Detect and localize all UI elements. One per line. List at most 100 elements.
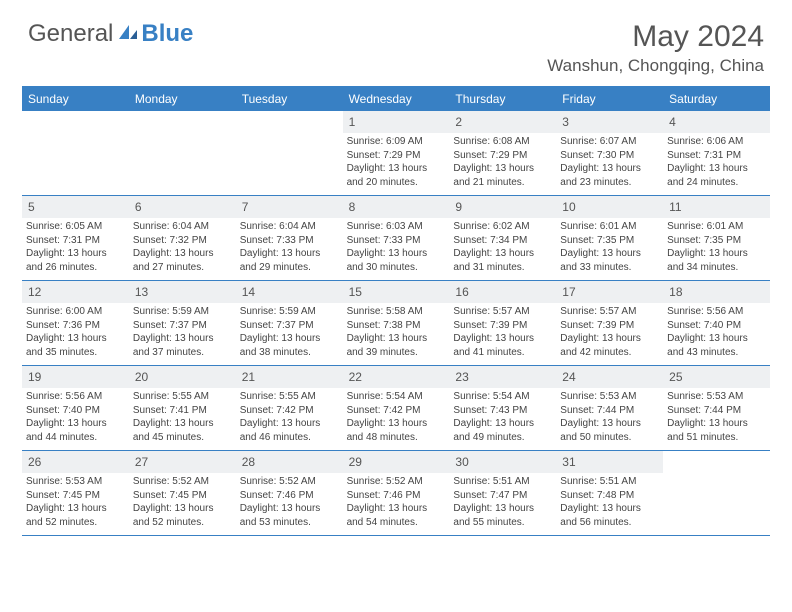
calendar-cell: 21Sunrise: 5:55 AMSunset: 7:42 PMDayligh… [236, 366, 343, 450]
day-number-row: 13 [129, 281, 236, 303]
location-text: Wanshun, Chongqing, China [547, 56, 764, 76]
day-number [669, 455, 672, 469]
day-number-row [236, 111, 343, 133]
calendar-cell [22, 111, 129, 195]
calendar-cell: 7Sunrise: 6:04 AMSunset: 7:33 PMDaylight… [236, 196, 343, 280]
day-number-row: 6 [129, 196, 236, 218]
calendar-week: 19Sunrise: 5:56 AMSunset: 7:40 PMDayligh… [22, 366, 770, 451]
cell-detail-text: Sunrise: 5:59 AMSunset: 7:37 PMDaylight:… [240, 305, 339, 359]
month-title: May 2024 [547, 20, 764, 54]
day-number-row: 7 [236, 196, 343, 218]
day-number: 23 [455, 370, 468, 384]
day-number-row: 28 [236, 451, 343, 473]
day-number-row: 2 [449, 111, 556, 133]
day-number: 14 [242, 285, 255, 299]
calendar: SundayMondayTuesdayWednesdayThursdayFrid… [22, 86, 770, 536]
cell-detail-text: Sunrise: 6:01 AMSunset: 7:35 PMDaylight:… [667, 220, 766, 274]
day-number: 16 [455, 285, 468, 299]
day-number-row: 5 [22, 196, 129, 218]
day-number: 2 [455, 115, 462, 129]
calendar-cell: 20 Sunrise: 5:55 AMSunset: 7:41 PMDayligh… [129, 366, 236, 450]
day-number: 10 [562, 200, 575, 214]
calendar-cell: 10Sunrise: 6:01 AMSunset: 7:35 PMDayligh… [556, 196, 663, 280]
day-number: 12 [28, 285, 41, 299]
cell-detail-text: Sunrise: 5:52 AMSunset: 7:46 PMDaylight:… [240, 475, 339, 529]
day-number: 17 [562, 285, 575, 299]
day-number-row: 21 [236, 366, 343, 388]
calendar-cell: 5 Sunrise: 6:05 AMSunset: 7:31 PMDaylight… [22, 196, 129, 280]
day-number: 25 [669, 370, 682, 384]
logo-text-general: General [28, 20, 113, 48]
cell-detail-text: Sunrise: 5:52 AMSunset: 7:46 PMDaylight:… [347, 475, 446, 529]
calendar-cell: 17Sunrise: 5:57 AMSunset: 7:39 PMDayligh… [556, 281, 663, 365]
day-number-row: 29 [343, 451, 450, 473]
day-number: 6 [135, 200, 142, 214]
cell-detail-text: Sunrise: 5:54 AMSunset: 7:43 PMDaylight:… [453, 390, 552, 444]
calendar-cell: 8Sunrise: 6:03 AMSunset: 7:33 PMDaylight… [343, 196, 450, 280]
day-number: 20 [135, 370, 148, 384]
cell-detail-text: Sunrise: 6:06 AMSunset: 7:31 PMDaylight:… [667, 135, 766, 189]
day-header: Thursday [449, 88, 556, 111]
day-number [28, 115, 31, 129]
day-number-row: 3 [556, 111, 663, 133]
day-number-row: 14 [236, 281, 343, 303]
title-block: May 2024 Wanshun, Chongqing, China [547, 20, 764, 76]
cell-detail-text: Sunrise: 6:07 AMSunset: 7:30 PMDaylight:… [560, 135, 659, 189]
day-number-row: 11 [663, 196, 770, 218]
day-number-row: 19 [22, 366, 129, 388]
cell-detail-text: Sunrise: 5:53 AMSunset: 7:45 PMDaylight:… [26, 475, 125, 529]
calendar-week: 26 Sunrise: 5:53 AMSunset: 7:45 PMDayligh… [22, 451, 770, 536]
day-number: 1 [349, 115, 356, 129]
day-number-row: 10 [556, 196, 663, 218]
calendar-cell: 28Sunrise: 5:52 AMSunset: 7:46 PMDayligh… [236, 451, 343, 535]
day-number-row: 1 [343, 111, 450, 133]
day-header: Monday [129, 88, 236, 111]
day-header: Friday [556, 88, 663, 111]
calendar-cell: 29Sunrise: 5:52 AMSunset: 7:46 PMDayligh… [343, 451, 450, 535]
calendar-cell: 13Sunrise: 5:59 AMSunset: 7:37 PMDayligh… [129, 281, 236, 365]
cell-detail-text: Sunrise: 6:02 AMSunset: 7:34 PMDaylight:… [453, 220, 552, 274]
calendar-cell: 19Sunrise: 5:56 AMSunset: 7:40 PMDayligh… [22, 366, 129, 450]
day-number-row: 8 [343, 196, 450, 218]
cell-detail-text: Sunrise: 5:54 AMSunset: 7:42 PMDaylight:… [347, 390, 446, 444]
calendar-cell: 14 Sunrise: 5:59 AMSunset: 7:37 PMDayligh… [236, 281, 343, 365]
day-number: 19 [28, 370, 41, 384]
calendar-cell: 24Sunrise: 5:53 AMSunset: 7:44 PMDayligh… [556, 366, 663, 450]
calendar-cell: 4Sunrise: 6:06 AMSunset: 7:31 PMDaylight… [663, 111, 770, 195]
cell-detail-text: Sunrise: 5:55 AMSunset: 7:41 PMDaylight:… [133, 390, 232, 444]
cell-detail-text: Sunrise: 6:04 AMSunset: 7:32 PMDaylight:… [133, 220, 232, 274]
calendar-week: 1Sunrise: 6:09 AMSunset: 7:29 PMDaylight… [22, 111, 770, 196]
cell-detail-text: Sunrise: 6:04 AMSunset: 7:33 PMDaylight:… [240, 220, 339, 274]
cell-detail-text: Sunrise: 6:05 AMSunset: 7:31 PMDaylight:… [26, 220, 125, 274]
cell-detail-text: Sunrise: 5:57 AMSunset: 7:39 PMDaylight:… [453, 305, 552, 359]
calendar-cell: 15Sunrise: 5:58 AMSunset: 7:38 PMDayligh… [343, 281, 450, 365]
day-number: 30 [455, 455, 468, 469]
calendar-cell: 2Sunrise: 6:08 AMSunset: 7:29 PMDaylight… [449, 111, 556, 195]
day-number: 5 [28, 200, 35, 214]
logo-text-blue: Blue [141, 20, 193, 48]
cell-detail-text: Sunrise: 5:52 AMSunset: 7:45 PMDaylight:… [133, 475, 232, 529]
day-header: Sunday [22, 88, 129, 111]
calendar-cell [129, 111, 236, 195]
cell-detail-text: Sunrise: 5:55 AMSunset: 7:42 PMDaylight:… [240, 390, 339, 444]
day-header: Wednesday [343, 88, 450, 111]
day-number-row: 31 [556, 451, 663, 473]
cell-detail-text: Sunrise: 5:59 AMSunset: 7:37 PMDaylight:… [133, 305, 232, 359]
calendar-cell: 16 Sunrise: 5:57 AMSunset: 7:39 PMDayligh… [449, 281, 556, 365]
day-number-row: 30 [449, 451, 556, 473]
day-number-row: 9 [449, 196, 556, 218]
day-number [135, 115, 138, 129]
day-number-row: 25 [663, 366, 770, 388]
calendar-body: 1Sunrise: 6:09 AMSunset: 7:29 PMDaylight… [22, 111, 770, 536]
day-number: 26 [28, 455, 41, 469]
day-number-row: 22 [343, 366, 450, 388]
day-number: 31 [562, 455, 575, 469]
calendar-cell: 18Sunrise: 5:56 AMSunset: 7:40 PMDayligh… [663, 281, 770, 365]
day-header: Saturday [663, 88, 770, 111]
calendar-cell: 12Sunrise: 6:00 AMSunset: 7:36 PMDayligh… [22, 281, 129, 365]
day-number [242, 115, 245, 129]
calendar-cell: 3Sunrise: 6:07 AMSunset: 7:30 PMDaylight… [556, 111, 663, 195]
day-number-row: 4 [663, 111, 770, 133]
calendar-cell: 9Sunrise: 6:02 AMSunset: 7:34 PMDaylight… [449, 196, 556, 280]
day-number-row [22, 111, 129, 133]
